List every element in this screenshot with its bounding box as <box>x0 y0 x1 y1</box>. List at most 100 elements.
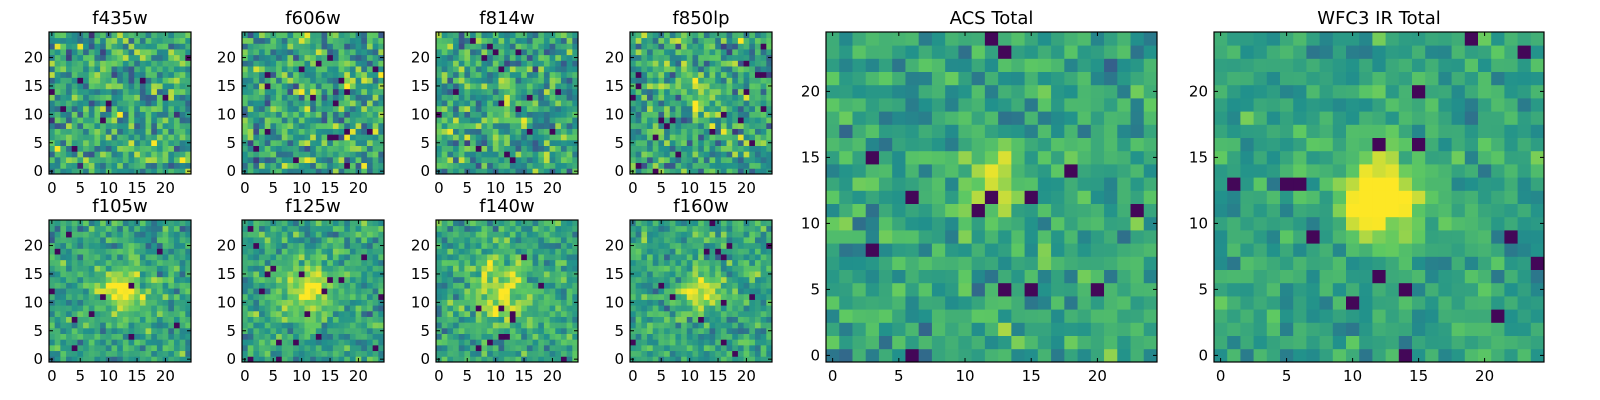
heatmap-cell <box>549 94 556 101</box>
heatmap-cell <box>453 111 460 118</box>
heatmap-cell <box>464 156 471 164</box>
heatmap-cell <box>253 310 260 317</box>
heatmap-cell <box>304 83 311 90</box>
heatmap-cell <box>436 293 443 300</box>
heatmap-cell <box>515 139 522 146</box>
heatmap-cell <box>338 344 345 352</box>
heatmap-cell <box>760 168 767 175</box>
heatmap-cell <box>264 100 271 107</box>
heatmap-cell <box>749 316 756 323</box>
heatmap-cell <box>276 242 283 249</box>
heatmap-cell <box>253 265 260 272</box>
heatmap-cell <box>310 293 317 300</box>
heatmap-cell <box>635 128 642 135</box>
heatmap-cell <box>487 339 494 346</box>
heatmap-cell <box>77 71 84 78</box>
heatmap-cell <box>749 117 756 124</box>
heatmap-cell <box>60 271 67 278</box>
heatmap-cell <box>355 77 362 84</box>
heatmap-cell <box>749 32 756 39</box>
heatmap-cell <box>372 220 379 227</box>
heatmap-cell <box>94 168 101 175</box>
heatmap-cell <box>94 128 101 135</box>
heatmap-cell <box>77 156 84 164</box>
x-tick-label: 20 <box>737 179 756 197</box>
heatmap-cell <box>259 32 266 39</box>
heatmap-cell <box>543 94 550 101</box>
heatmap-cell <box>71 49 78 56</box>
heatmap-cell <box>151 242 158 249</box>
heatmap-cell <box>715 333 722 340</box>
heatmap-cell <box>543 122 550 129</box>
heatmap-cell <box>754 333 762 340</box>
heatmap-cell <box>94 259 101 266</box>
heatmap-cell <box>349 259 356 266</box>
heatmap-cell <box>287 299 294 306</box>
x-tick-label: 0 <box>434 367 444 385</box>
heatmap-cell <box>60 134 67 141</box>
heatmap-cell <box>737 145 744 152</box>
heatmap-cell <box>355 43 362 50</box>
heatmap-cell <box>287 293 294 300</box>
heatmap-cell <box>281 305 288 312</box>
heatmap-cell <box>692 288 699 295</box>
heatmap-cell <box>134 299 141 306</box>
heatmap-cell <box>259 327 266 334</box>
heatmap-cell <box>253 356 260 363</box>
heatmap-cell <box>698 43 705 50</box>
heatmap-cell <box>105 162 112 169</box>
heatmap-cell <box>117 88 124 95</box>
heatmap-cell <box>281 54 288 61</box>
heatmap-cell <box>658 333 665 340</box>
heatmap-cell <box>139 259 146 266</box>
heatmap-cell <box>475 156 482 164</box>
heatmap-cell <box>681 310 688 317</box>
heatmap-cell <box>749 77 756 84</box>
heatmap-cell <box>572 71 579 78</box>
heatmap-cell <box>504 105 511 112</box>
heatmap-cell <box>276 105 283 112</box>
heatmap-cell <box>698 322 705 329</box>
heatmap-cell <box>692 122 699 129</box>
heatmap-cell <box>366 66 374 73</box>
heatmap-cell <box>715 83 722 90</box>
heatmap-cell <box>366 37 374 44</box>
heatmap-cell <box>281 231 288 238</box>
heatmap-cell <box>145 276 152 283</box>
heatmap-cell <box>298 276 305 283</box>
heatmap-cell <box>464 88 471 95</box>
heatmap-cell <box>532 254 539 261</box>
heatmap-cell <box>276 145 283 152</box>
heatmap-cell <box>315 254 322 261</box>
heatmap-cell <box>117 288 124 295</box>
heatmap-cell <box>464 271 471 278</box>
heatmap-cell <box>298 344 305 352</box>
heatmap-cell <box>492 111 499 118</box>
heatmap-cell <box>441 310 448 317</box>
heatmap-cell <box>276 111 283 118</box>
heatmap-cell <box>156 288 163 295</box>
heatmap-cell <box>128 105 135 112</box>
x-tick-label: 15 <box>127 367 146 385</box>
heatmap-cell <box>652 43 659 50</box>
heatmap-cell <box>355 117 362 124</box>
y-tick-label: 5 <box>420 134 430 152</box>
heatmap-cell <box>481 310 488 317</box>
heatmap-cell <box>566 60 573 67</box>
heatmap-cell <box>737 60 744 67</box>
heatmap-cell <box>498 128 505 135</box>
heatmap-cell <box>321 37 328 44</box>
heatmap-cell <box>49 43 56 50</box>
heatmap-cell <box>338 225 345 232</box>
heatmap-cell <box>71 60 78 67</box>
heatmap-cell <box>703 350 710 357</box>
heatmap-cell <box>453 145 460 152</box>
heatmap-cell <box>754 339 762 346</box>
heatmap-cell <box>344 220 351 227</box>
heatmap-cell <box>572 259 579 266</box>
heatmap-cell <box>458 43 465 50</box>
heatmap-cell <box>310 54 317 61</box>
heatmap-cell <box>492 43 499 50</box>
heatmap-cell <box>276 305 283 312</box>
heatmap-cell <box>304 225 311 232</box>
